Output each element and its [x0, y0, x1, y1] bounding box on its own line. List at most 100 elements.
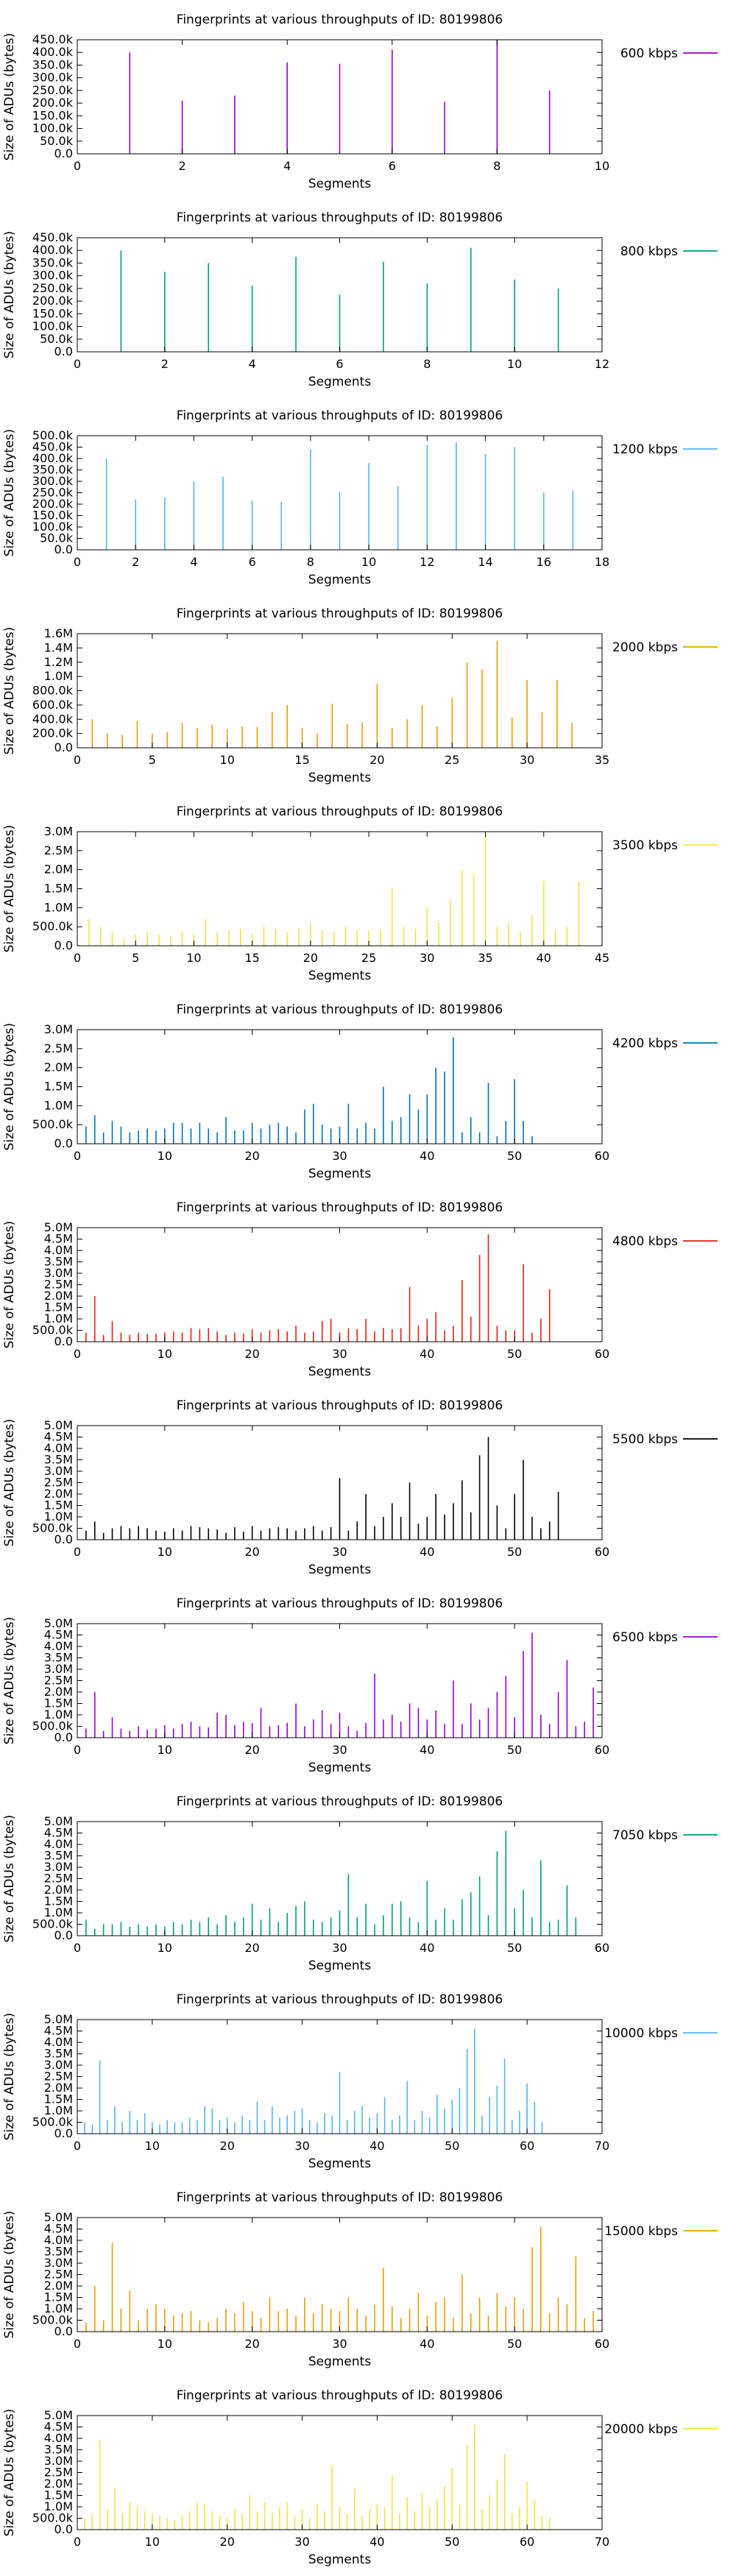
- x-tick-label: 6: [249, 555, 256, 569]
- y-tick-label: 4.0M: [44, 1639, 73, 1653]
- x-tick-label: 40: [420, 2337, 434, 2351]
- x-tick-label: 0: [74, 2337, 81, 2351]
- y-tick-label: 2.5M: [44, 1674, 73, 1688]
- x-tick-label: 60: [595, 1941, 609, 1955]
- y-axis-label: Size of ADUs (bytes): [2, 1419, 17, 1547]
- plot-frame: [77, 633, 603, 749]
- legend-label: 6500 kbps: [612, 1630, 678, 1645]
- x-tick-label: 50: [445, 2535, 459, 2549]
- x-tick-label: 30: [294, 2535, 309, 2549]
- chart-panel: Fingerprints at various throughputs of I…: [2, 1200, 718, 1379]
- x-tick-label: 30: [332, 1545, 347, 1559]
- x-tick-label: 50: [507, 1941, 522, 1955]
- y-tick-label: 3.5M: [44, 1255, 73, 1269]
- y-tick-label: 3.0M: [44, 1860, 73, 1874]
- y-tick-label: 0.0: [54, 740, 73, 754]
- legend-label: 1200 kbps: [612, 442, 678, 457]
- chart-title: Fingerprints at various throughputs of I…: [177, 1200, 503, 1215]
- x-tick-label: 0: [74, 951, 81, 965]
- y-tick-label: 2.0M: [44, 1487, 73, 1501]
- y-tick-label: 5.0M: [44, 2210, 73, 2224]
- y-tick-label: 0.0: [54, 344, 73, 358]
- y-tick-label: 0.0: [54, 542, 73, 556]
- x-tick-label: 6: [389, 159, 396, 173]
- y-tick-label: 1.0M: [44, 1906, 73, 1919]
- y-tick-label: 4.5M: [44, 1232, 73, 1246]
- x-tick-label: 6: [336, 357, 343, 371]
- x-tick-label: 10: [145, 2139, 160, 2153]
- x-tick-label: 18: [595, 555, 609, 569]
- y-tick-label: 400.0k: [32, 243, 74, 257]
- y-axis-label: Size of ADUs (bytes): [2, 627, 17, 755]
- x-tick-label: 20: [303, 951, 318, 965]
- y-tick-label: 100.0k: [32, 520, 74, 534]
- y-tick-label: 200.0k: [32, 497, 74, 511]
- x-tick-label: 40: [369, 2139, 384, 2153]
- x-tick-label: 14: [478, 555, 492, 569]
- y-tick-label: 0.0: [54, 2324, 73, 2338]
- x-tick-label: 10: [158, 2337, 172, 2351]
- x-tick-label: 0: [74, 1743, 81, 1757]
- y-tick-label: 300.0k: [32, 269, 74, 283]
- y-tick-label: 250.0k: [32, 83, 74, 97]
- x-tick-label: 40: [420, 1941, 434, 1955]
- chart-panel: Fingerprints at various throughputs of I…: [2, 13, 718, 191]
- y-tick-label: 500.0k: [32, 2115, 74, 2129]
- x-axis-label: Segments: [308, 1563, 372, 1577]
- x-tick-label: 20: [220, 2139, 235, 2153]
- x-tick-label: 16: [537, 555, 551, 569]
- legend-label: 800 kbps: [620, 244, 678, 259]
- x-tick-label: 50: [507, 1149, 522, 1163]
- x-tick-label: 30: [332, 1743, 347, 1757]
- y-tick-label: 4.0M: [44, 1441, 73, 1455]
- y-tick-label: 1.5M: [44, 1301, 73, 1314]
- y-tick-label: 1.5M: [44, 2488, 73, 2502]
- x-tick-label: 10: [220, 753, 235, 767]
- x-tick-label: 0: [74, 159, 81, 173]
- y-tick-label: 3.5M: [44, 2047, 73, 2061]
- x-axis-label: Segments: [308, 573, 372, 587]
- y-tick-label: 50.0k: [40, 134, 74, 148]
- y-tick-label: 400.0k: [32, 451, 74, 465]
- x-tick-label: 10: [158, 1347, 172, 1361]
- x-tick-label: 20: [244, 1743, 259, 1757]
- chart-panel: Fingerprints at various throughputs of I…: [2, 1794, 718, 1973]
- x-tick-label: 20: [244, 1149, 259, 1163]
- y-tick-label: 5.0M: [44, 1220, 73, 1234]
- x-tick-label: 30: [332, 1149, 347, 1163]
- y-tick-label: 5.0M: [44, 1616, 73, 1630]
- x-tick-label: 4: [190, 555, 197, 569]
- chart-title: Fingerprints at various throughputs of I…: [177, 1794, 503, 1809]
- y-tick-label: 1.5M: [44, 1696, 73, 1710]
- x-tick-label: 12: [595, 357, 609, 371]
- x-axis-label: Segments: [308, 1365, 372, 1379]
- x-tick-label: 0: [74, 1545, 81, 1559]
- y-tick-label: 1.5M: [44, 1498, 73, 1512]
- y-tick-label: 4.5M: [44, 2420, 73, 2434]
- y-tick-label: 500.0k: [32, 1323, 74, 1337]
- y-tick-label: 2.0M: [44, 2279, 73, 2293]
- y-tick-label: 1.0M: [44, 900, 73, 914]
- y-tick-label: 1.5M: [44, 2092, 73, 2106]
- legend-label: 4200 kbps: [612, 1036, 678, 1051]
- y-tick-label: 800.0k: [32, 684, 74, 698]
- x-tick-label: 0: [74, 2535, 81, 2549]
- y-tick-label: 2.0M: [44, 1883, 73, 1897]
- x-tick-label: 2: [179, 159, 186, 173]
- chart-panel: Fingerprints at various throughputs of I…: [2, 1398, 718, 1577]
- x-tick-label: 12: [420, 555, 434, 569]
- x-tick-label: 0: [74, 1941, 81, 1955]
- x-tick-label: 20: [244, 2337, 259, 2351]
- y-tick-label: 1.4M: [44, 640, 73, 654]
- chart-title: Fingerprints at various throughputs of I…: [177, 804, 503, 819]
- y-axis-label: Size of ADUs (bytes): [2, 1221, 17, 1349]
- y-tick-label: 100.0k: [32, 319, 74, 333]
- chart-panel: Fingerprints at various throughputs of I…: [2, 210, 718, 389]
- y-tick-label: 200.0k: [32, 726, 74, 740]
- y-tick-label: 4.0M: [44, 2035, 73, 2049]
- y-tick-label: 500.0k: [32, 2313, 74, 2327]
- chart-panel: Fingerprints at various throughputs of I…: [2, 606, 718, 785]
- plot-frame: [77, 831, 603, 946]
- y-tick-label: 3.0M: [44, 1266, 73, 1280]
